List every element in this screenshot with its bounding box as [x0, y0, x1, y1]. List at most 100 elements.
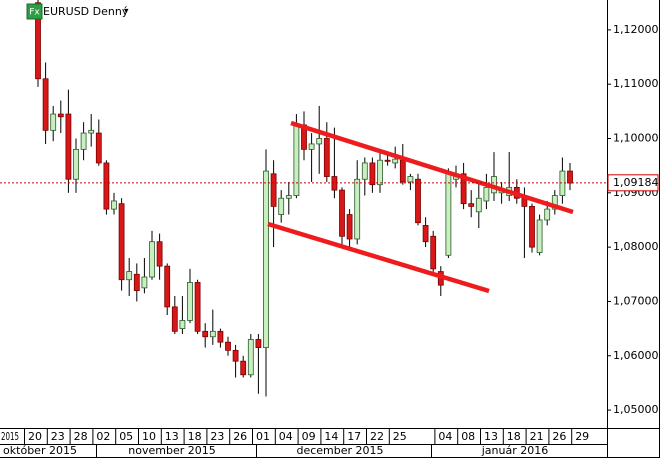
x-tick-label: 04 — [279, 430, 293, 443]
x-tick-label: 17 — [347, 430, 361, 443]
candle-body — [240, 360, 247, 376]
candle-body — [536, 219, 543, 253]
x-tick-label: 08 — [461, 430, 475, 443]
candle-body — [346, 214, 353, 240]
candle-body — [270, 173, 277, 207]
candle-body — [415, 178, 421, 224]
candle-body — [551, 195, 558, 210]
y-tick-label: 1,12000 — [613, 23, 659, 36]
x-tick-label: 13 — [484, 430, 498, 443]
y-tick-label: 1,11000 — [613, 77, 659, 90]
candle-body — [369, 162, 376, 186]
candle-body — [171, 306, 178, 332]
x-tick-label: 23 — [51, 430, 65, 443]
x-tick-label: 02 — [96, 430, 110, 443]
x-tick-label: 22 — [370, 430, 384, 443]
candle-body — [544, 208, 551, 221]
candle-body — [88, 129, 95, 134]
candle-body — [111, 200, 117, 210]
y-tick-label: 1,06000 — [613, 349, 659, 362]
x-tick-label: 04 — [438, 430, 452, 443]
x-tick-label: 25 — [393, 430, 407, 443]
month-label: november 2015 — [128, 444, 215, 457]
icon-label: Fx — [29, 8, 40, 18]
x-tick-label: 10 — [142, 430, 156, 443]
candle-body — [278, 197, 285, 215]
candle-body — [422, 225, 429, 243]
candle-body — [247, 339, 254, 376]
candle-body — [179, 320, 186, 330]
x-tick-label: 18 — [188, 430, 202, 443]
x-tick-label: 14 — [324, 430, 338, 443]
x-tick-label: 18 — [507, 430, 521, 443]
candle-body — [377, 159, 383, 186]
candle-body — [339, 189, 345, 237]
candle-body — [483, 186, 490, 202]
candle-body — [392, 158, 399, 164]
x-tick-label: 05 — [119, 430, 133, 443]
candle-body — [316, 138, 323, 145]
x-tick-label: 29 — [575, 430, 589, 443]
candle-body — [133, 273, 140, 291]
candle-body — [42, 78, 49, 131]
candle-body — [149, 241, 155, 278]
x-tick-label: 26 — [233, 430, 247, 443]
channel-upper — [290, 120, 574, 215]
x-tick-label: 01 — [256, 430, 270, 443]
candle-body — [209, 330, 216, 338]
candle-body — [65, 113, 72, 180]
candle-body — [187, 282, 193, 321]
month-label: október 2015 — [3, 444, 77, 457]
candle-body — [73, 148, 79, 180]
candle-body — [156, 241, 163, 267]
candle-body — [384, 159, 391, 162]
candle-body — [255, 339, 262, 349]
x-tick-label: 13 — [165, 430, 179, 443]
candle-body — [80, 132, 87, 150]
y-tick-label: 1,08000 — [613, 240, 659, 253]
candle-body — [323, 138, 330, 177]
last-price-label: 1,09184 — [613, 176, 659, 189]
candle-body — [141, 276, 148, 289]
y-tick-label: 1,10000 — [613, 132, 659, 145]
x-tick-label: 2015 — [1, 430, 19, 443]
candle-body — [399, 159, 406, 183]
candle-body — [308, 143, 315, 150]
month-label: január 2016 — [481, 444, 549, 457]
candle-body — [354, 178, 361, 240]
candle-body — [285, 195, 292, 199]
x-tick-label: 20 — [28, 430, 42, 443]
channel-lower — [267, 221, 490, 294]
plot-area — [35, 0, 573, 397]
candle-body — [118, 203, 125, 281]
candle-body — [103, 162, 110, 210]
x-tick-label: 23 — [210, 430, 224, 443]
candle-body — [361, 162, 368, 180]
candle-body — [95, 132, 102, 164]
y-tick-label: 1,07000 — [613, 294, 659, 307]
candle-body — [475, 197, 482, 213]
menu-arrow[interactable]: ▾ — [124, 7, 129, 17]
x-tick-label: 21 — [530, 430, 544, 443]
candle-body — [468, 203, 475, 207]
candle-body — [407, 176, 414, 183]
candle-body — [263, 170, 269, 349]
chart-title: EURUSD Denný — [43, 5, 129, 18]
candle-body — [202, 330, 209, 338]
candle-body — [35, 2, 41, 80]
x-tick-label: 09 — [302, 430, 316, 443]
symbol-icon[interactable] — [26, 3, 43, 20]
x-tick-label: 28 — [74, 430, 88, 443]
candle-body — [430, 235, 437, 270]
candle-body — [57, 113, 64, 118]
y-tick-label: 1,05000 — [613, 403, 659, 416]
candle-body — [50, 113, 57, 131]
candle-body — [225, 341, 231, 351]
candle-body — [126, 271, 133, 281]
candle-body — [232, 349, 239, 362]
candle-body — [445, 173, 452, 256]
candle-body — [194, 282, 201, 332]
candle-body — [293, 124, 300, 196]
